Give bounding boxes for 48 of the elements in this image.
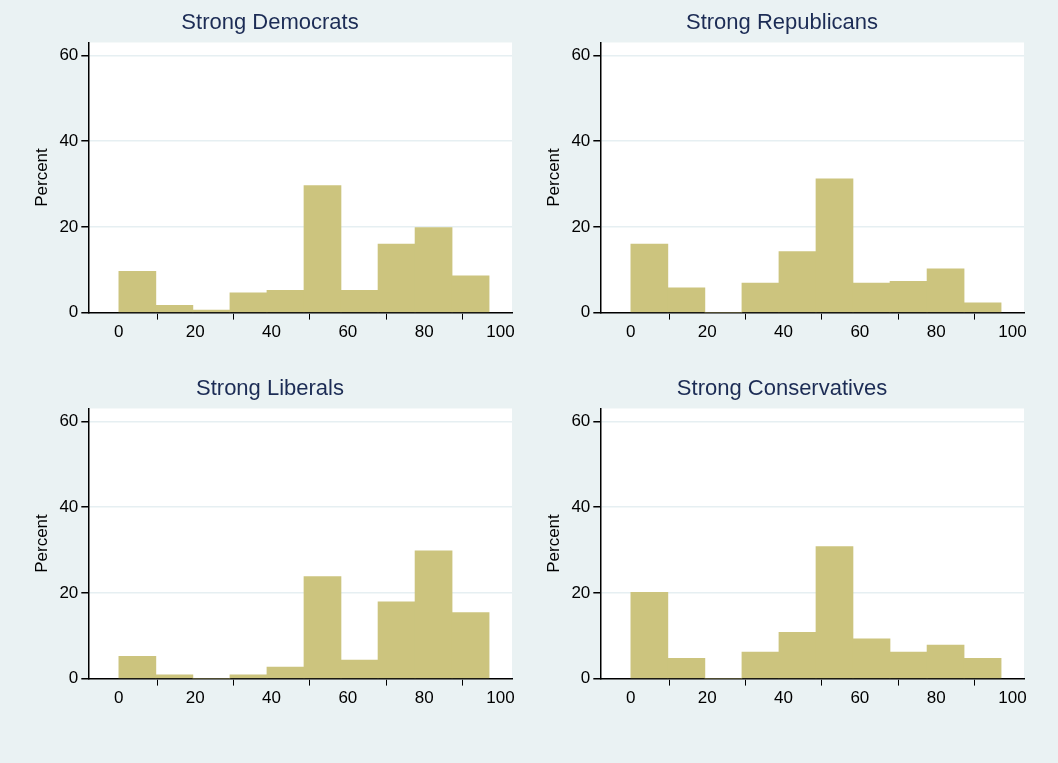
y-tick-label: 60 — [59, 410, 79, 430]
x-tick-label: 60 — [850, 322, 870, 342]
x-tick-label: 40 — [774, 322, 793, 342]
x-tick-label: 0 — [114, 688, 124, 708]
x-tick-label: 40 — [774, 688, 793, 708]
y-tick-label: 20 — [59, 216, 79, 236]
x-tick-label: 60 — [850, 688, 870, 708]
x-tick-label: 40 — [262, 688, 281, 708]
y-tick-label: 20 — [59, 582, 79, 602]
y-tick-label: 0 — [580, 668, 591, 688]
y-tick-label: 60 — [571, 44, 591, 64]
chart-title: Strong Liberals — [196, 375, 344, 401]
x-tick-label: 60 — [338, 688, 358, 708]
x-tick-label: 80 — [926, 322, 946, 342]
x-tick-label: 20 — [185, 688, 205, 708]
y-tick-label: 20 — [571, 582, 591, 602]
x-tick-label: 100 — [486, 322, 515, 342]
x-tick-label: 40 — [262, 322, 281, 342]
y-axis-title: Percent — [543, 513, 563, 573]
x-tick-label: 20 — [185, 322, 205, 342]
y-tick-label: 40 — [59, 496, 79, 516]
x-tick-label: 80 — [926, 688, 946, 708]
x-tick-label: 0 — [114, 322, 124, 342]
y-tick-label: 40 — [571, 496, 591, 516]
x-tick-label: 80 — [414, 322, 434, 342]
y-tick-label: 40 — [59, 130, 79, 150]
x-tick-label: 60 — [338, 322, 358, 342]
x-tick-label: 20 — [697, 688, 717, 708]
y-tick-label: 0 — [68, 668, 79, 688]
y-tick-label: 40 — [571, 130, 591, 150]
x-tick-label: 0 — [626, 688, 636, 708]
x-tick-label: 0 — [626, 322, 636, 342]
y-axis-title: Percent — [31, 147, 51, 207]
chart-title: Strong Republicans — [685, 9, 879, 35]
y-tick-label: 0 — [580, 302, 591, 322]
x-tick-label: 20 — [697, 322, 717, 342]
x-tick-label: 80 — [414, 688, 434, 708]
y-tick-label: 60 — [571, 410, 591, 430]
y-axis-title: Percent — [543, 147, 563, 207]
y-axis-title: Percent — [31, 513, 51, 573]
y-tick-label: 20 — [571, 216, 591, 236]
x-tick-label: 100 — [998, 322, 1027, 342]
x-tick-label: 100 — [486, 688, 515, 708]
chart-title: Strong Conservatives — [676, 375, 888, 401]
chart-title: Strong Democrats — [181, 9, 359, 35]
x-tick-label: 100 — [998, 688, 1027, 708]
y-tick-label: 60 — [59, 44, 79, 64]
y-tick-label: 0 — [68, 302, 79, 322]
